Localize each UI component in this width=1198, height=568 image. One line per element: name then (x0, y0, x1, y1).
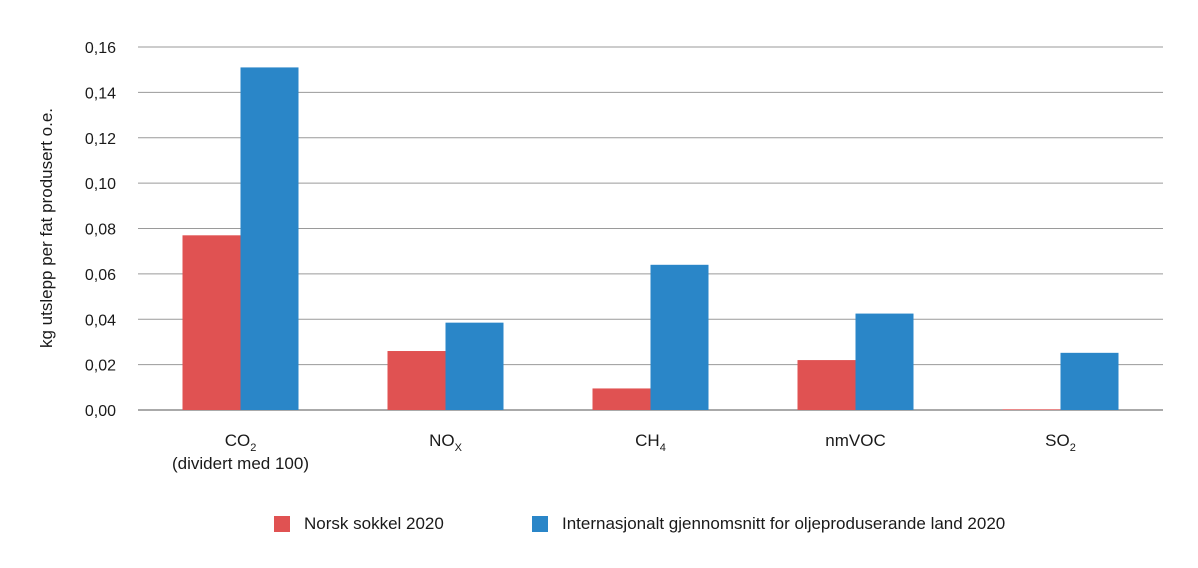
legend: Norsk sokkel 2020 Internasjonalt gjennom… (0, 510, 1198, 538)
x-axis-category-labels: CO2(dividert med 100) NOX CH4 nmVOC SO2 (172, 431, 1076, 473)
bar (592, 388, 651, 410)
legend-item-series-1: Norsk sokkel 2020 (274, 510, 444, 538)
gridlines (138, 46, 1163, 411)
y-tick-label: 0,06 (85, 267, 116, 284)
legend-label: Internasjonalt gjennomsnitt for oljeprod… (562, 514, 1006, 533)
category-label: NOX (429, 431, 463, 454)
category-label: nmVOC (825, 431, 885, 450)
bar (387, 351, 446, 410)
category-label: SO2 (1045, 431, 1076, 454)
bar (1060, 352, 1119, 410)
bar-chart: 0,00 0,02 0,04 0,06 0,08 0,10 0,12 0,14 0,16 CO2… (37, 40, 1163, 473)
legend-label: Norsk sokkel 2020 (304, 514, 444, 533)
bar (797, 360, 856, 410)
bar (240, 67, 299, 410)
y-tick-label: 0,02 (85, 358, 116, 375)
legend-swatch-internasjonalt (532, 516, 548, 532)
y-tick-label: 0,14 (85, 85, 116, 102)
category-label-line2: (dividert med 100) (172, 454, 309, 473)
bar (650, 264, 709, 410)
y-tick-label: 0,04 (85, 312, 116, 329)
y-tick-label: 0,12 (85, 131, 116, 148)
bar (1002, 409, 1061, 410)
legend-item-series-2: Internasjonalt gjennomsnitt for oljeprod… (532, 510, 1005, 538)
legend-swatch-norsk-sokkel (274, 516, 290, 532)
y-tick-label: 0,10 (85, 176, 116, 193)
y-axis-title: kg utslepp per fat produsert o.e. (37, 108, 56, 348)
category-label: CO2 (225, 431, 257, 454)
bar (855, 313, 914, 410)
y-tick-label: 0,08 (85, 222, 116, 239)
bar (445, 322, 504, 410)
y-axis-tick-labels: 0,00 0,02 0,04 0,06 0,08 0,10 0,12 0,14 0,16 (85, 40, 116, 420)
category-label: CH4 (635, 431, 666, 454)
bar (182, 235, 241, 410)
y-tick-label: 0,16 (85, 40, 116, 57)
y-tick-label: 0,00 (85, 403, 116, 420)
bars (182, 67, 1119, 410)
